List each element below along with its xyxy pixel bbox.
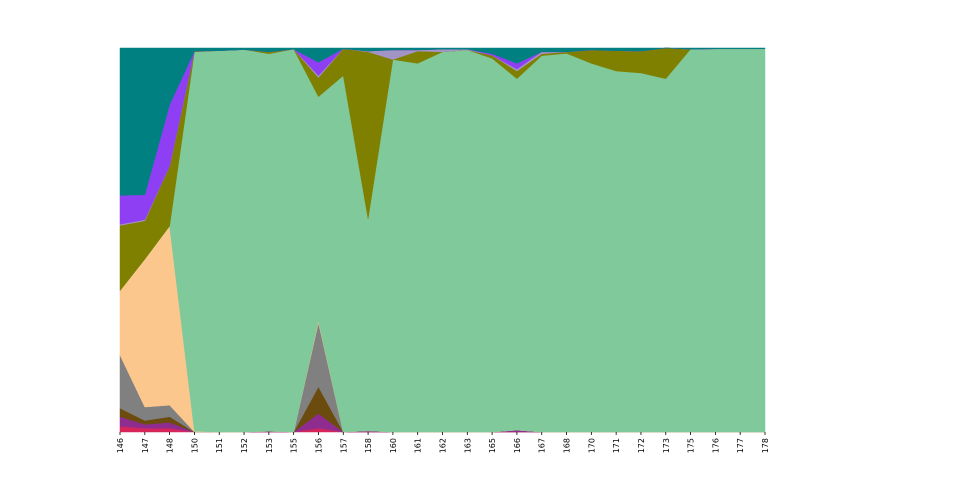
x-tick-label: 177 <box>736 438 745 453</box>
x-tick-label: 161 <box>414 438 423 453</box>
x-tick-label: 152 <box>240 438 249 453</box>
area-series-5 <box>119 48 766 433</box>
x-tick-label: 160 <box>389 438 398 453</box>
x-tick-label: 170 <box>587 438 596 453</box>
area-layers <box>119 47 766 433</box>
x-tick-label: 175 <box>687 438 696 453</box>
x-tick-label: 168 <box>563 438 572 453</box>
x-tick-label: 173 <box>662 438 671 453</box>
x-tick-label: 176 <box>711 438 720 453</box>
x-tick-label: 163 <box>463 438 472 453</box>
x-tick-label: 158 <box>364 438 373 453</box>
x-tick-label: 165 <box>488 438 497 453</box>
x-tick-label: 153 <box>265 438 274 453</box>
x-tick-label: 151 <box>215 438 224 453</box>
x-tick-label: 156 <box>314 438 323 453</box>
area-series-9 <box>119 47 766 196</box>
x-tick-label: 146 <box>116 438 125 453</box>
x-tick-label: 166 <box>513 438 522 453</box>
x-axis-ticks: 146 147 148 150 151 152 153 155 156 157 158 160 161 1… <box>116 432 770 453</box>
x-tick-label: 167 <box>538 438 547 453</box>
x-tick-label: 155 <box>290 438 299 453</box>
x-tick-label: 147 <box>141 438 150 453</box>
x-tick-label: 171 <box>612 438 621 453</box>
x-tick-label: 178 <box>761 438 770 453</box>
x-tick-label: 157 <box>339 438 348 453</box>
x-tick-label: 162 <box>439 438 448 453</box>
x-tick-label: 172 <box>637 438 646 453</box>
x-tick-label: 150 <box>190 438 199 453</box>
x-tick-label: 148 <box>166 438 175 453</box>
